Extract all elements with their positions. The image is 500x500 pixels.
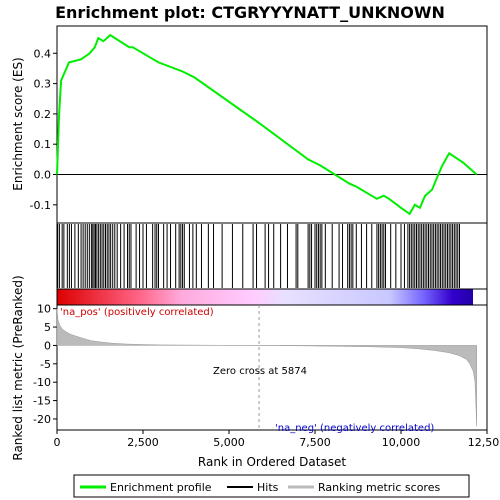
- x-axis-label: Rank in Ordered Dataset: [198, 455, 346, 469]
- es-y-tick-label: -0.1: [30, 199, 51, 212]
- es-y-axis: -0.1 0.0 0.1 0.2 0.3 0.4: [30, 47, 57, 212]
- es-y-tick-label: 0.2: [34, 108, 52, 121]
- x-tick-label: 5,000: [213, 436, 245, 449]
- chart-title: Enrichment plot: CTGRYYYNATT_UNKNOWN: [55, 3, 445, 22]
- es-y-label: Enrichment score (ES): [11, 57, 25, 190]
- hit-marks: [57, 224, 460, 288]
- metric-y-tick-label: -5: [40, 358, 51, 371]
- ranking-metric-area: [56, 308, 477, 427]
- negative-correlation-label: 'na_neg' (negatively correlated): [275, 423, 434, 434]
- es-y-tick-label: 0.1: [34, 138, 52, 151]
- x-tick-label: 2,500: [127, 436, 159, 449]
- zero-cross-label: Zero cross at 5874: [213, 366, 307, 377]
- legend-enrichment-label: Enrichment profile: [110, 481, 212, 494]
- rank-color-bar: [57, 289, 473, 305]
- x-tick-label: 12,500: [468, 436, 500, 449]
- hits-panel-frame: [56, 222, 488, 290]
- metric-y-tick-label: 5: [44, 321, 51, 334]
- metric-y-tick-label: 10: [37, 303, 51, 316]
- enrichment-profile-line: [56, 33, 478, 216]
- es-panel-frame: [56, 25, 488, 224]
- legend-box: [73, 474, 470, 498]
- x-tick-label: 0: [54, 436, 61, 449]
- x-tick-label: 10,000: [382, 436, 421, 449]
- x-axis: 0 2,500 5,000 7,500 10,000 12,500: [54, 430, 500, 449]
- es-y-tick-label: 0.3: [34, 78, 52, 91]
- metric-y-tick-label: -20: [33, 413, 51, 426]
- x-tick-label: 7,500: [299, 436, 331, 449]
- metric-y-label: Ranked list metric (PreRanked): [11, 275, 25, 460]
- metric-y-tick-label: -15: [33, 395, 51, 408]
- metric-panel-frame: [56, 304, 488, 431]
- metric-y-tick-label: -10: [33, 376, 51, 389]
- es-y-tick-label: 0.4: [34, 47, 52, 60]
- positive-correlation-label: 'na_pos' (positively correlated): [60, 307, 214, 318]
- metric-y-tick-label: 0: [44, 339, 51, 352]
- legend-hits-label: Hits: [257, 481, 279, 494]
- legend-metric-label: Ranking metric scores: [318, 481, 440, 494]
- metric-y-axis: 10 5 0 -5 -10 -15 -20: [33, 303, 57, 426]
- es-y-tick-label: 0.0: [34, 169, 52, 182]
